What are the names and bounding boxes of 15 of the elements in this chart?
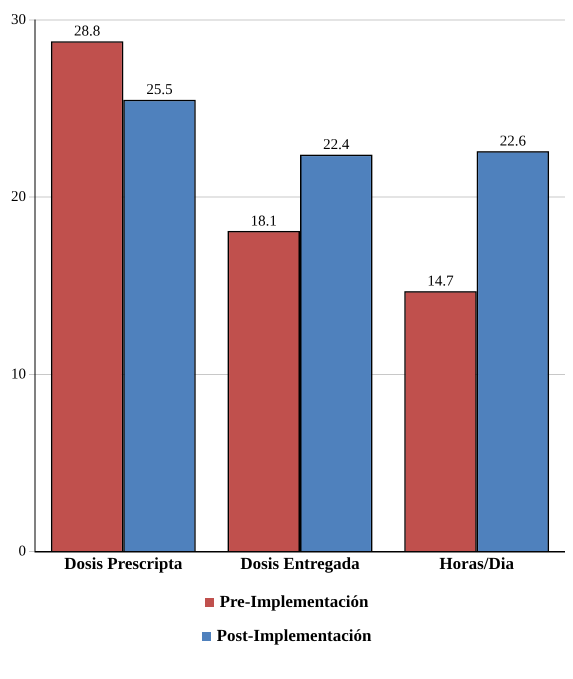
x-tick-label: Dosis Prescripta	[64, 554, 183, 574]
legend-label: Pre-Implementación	[220, 592, 368, 612]
data-label: 14.7	[427, 274, 454, 290]
y-tick-label: 10	[11, 366, 26, 382]
y-tick-label: 20	[11, 189, 26, 206]
y-tick-label: 30	[11, 12, 26, 28]
data-label: 25.5	[146, 82, 173, 98]
x-tick-label: Dosis Entregada	[240, 554, 360, 574]
y-tick-label: 0	[18, 544, 26, 560]
data-label: 18.1	[250, 213, 277, 230]
data-label: 22.4	[323, 137, 350, 154]
data-label: 28.8	[74, 24, 100, 40]
data-label: 22.6	[500, 134, 527, 150]
legend-label: Post-Implementación	[216, 626, 372, 646]
x-tick-label: Horas/Dia	[439, 554, 514, 574]
